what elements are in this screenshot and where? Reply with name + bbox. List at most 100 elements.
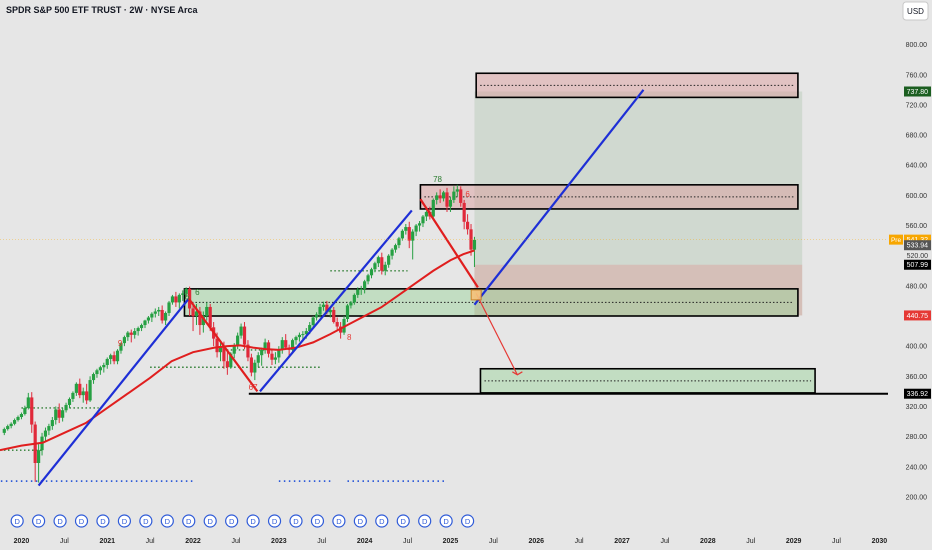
y-tick-label-6: 560.00 — [906, 223, 928, 230]
y-tick-label-0: 800.00 — [906, 42, 928, 49]
x-tick-label-16: 2028 — [700, 538, 716, 545]
dividend-marker-label: D — [465, 517, 471, 526]
candle-body-49 — [170, 296, 175, 303]
dividend-marker-20[interactable]: D — [439, 514, 453, 528]
dividend-marker-8[interactable]: D — [182, 514, 196, 528]
price-tag-bg-5 — [904, 310, 931, 321]
candle-body-96 — [332, 309, 336, 323]
dividend-marker-circle — [375, 514, 389, 528]
dividend-marker-circle — [96, 514, 110, 528]
dividend-marker-2[interactable]: D — [53, 514, 67, 528]
dividend-marker-15[interactable]: D — [332, 514, 346, 528]
price-tag-label-6: 336.92 — [907, 391, 929, 398]
candle-body-73 — [253, 362, 257, 373]
candle-body-44 — [153, 311, 157, 314]
candle-body-95 — [328, 309, 332, 313]
candle-body-80 — [277, 349, 281, 358]
dividend-marker-21[interactable]: D — [460, 514, 475, 528]
candle-body-101 — [349, 302, 353, 306]
dividend-marker-3[interactable]: D — [74, 514, 89, 528]
candle-body-27 — [95, 370, 99, 375]
candle-body-16 — [57, 409, 61, 418]
dividend-marker-14[interactable]: D — [310, 514, 325, 528]
candle-body-102 — [352, 294, 356, 303]
candle-body-112 — [387, 255, 391, 265]
candle-body-50 — [174, 296, 178, 303]
candle-body-5 — [19, 414, 24, 418]
candle-body-56 — [194, 311, 199, 316]
price-tag-bg-3 — [904, 250, 931, 261]
candle-body-113 — [390, 249, 394, 256]
y-tick-label-5: 600.00 — [906, 193, 928, 200]
dividend-marker-18[interactable]: D — [396, 514, 410, 528]
dividend-marker-13[interactable]: D — [289, 514, 303, 528]
dividend-marker-0[interactable]: D — [10, 514, 24, 528]
candle-body-70 — [242, 326, 247, 345]
candle-body-64 — [222, 346, 226, 362]
candle-body-82 — [284, 340, 288, 348]
candle-body-53 — [184, 288, 188, 294]
x-tick-label-13: Jul — [575, 538, 584, 545]
candle-body-25 — [88, 380, 92, 401]
candle-body-15 — [54, 409, 58, 421]
candle-body-133 — [459, 189, 463, 203]
candle-body-131 — [452, 191, 456, 200]
candle-body-71 — [246, 344, 250, 358]
moving-average-line — [0, 249, 475, 452]
dividend-marker-label: D — [57, 517, 63, 526]
price-tag-bg-0 — [904, 86, 931, 97]
x-tick-label-18: 2029 — [786, 538, 802, 545]
candle-body-121 — [417, 223, 422, 226]
price-tag-label-4: 507.99 — [907, 262, 929, 269]
candle-body-125 — [431, 199, 435, 217]
candle-body-21 — [74, 383, 78, 393]
candle-body-84 — [290, 340, 295, 350]
candle-body-39 — [136, 328, 140, 332]
price-tag-label-2: 533.94 — [907, 243, 929, 250]
x-tick-label-5: Jul — [231, 538, 240, 545]
candle-body-62 — [215, 338, 219, 353]
trend-line-0 — [37, 297, 190, 487]
candle-body-123 — [424, 211, 429, 217]
dividend-marker-16[interactable]: D — [353, 514, 367, 528]
dividend-marker-7[interactable]: D — [160, 514, 174, 528]
x-tick-label-8: 2024 — [357, 538, 373, 545]
dividend-marker-circle — [10, 514, 24, 528]
candle-body-19 — [67, 398, 72, 405]
candle-body-115 — [397, 238, 401, 246]
candle-body-129 — [445, 192, 449, 207]
y-axis[interactable]: 800.00 760.00 720.00 680.00 640.00 600.00 560.… — [888, 22, 932, 531]
x-tick-label-15: Jul — [660, 538, 669, 545]
dividend-marker-11[interactable]: D — [246, 514, 260, 528]
x-tick-label-14: 2027 — [614, 538, 630, 545]
trend-line-3 — [187, 298, 259, 393]
candle-body-87 — [301, 334, 305, 336]
currency-button[interactable] — [902, 1, 929, 21]
candle-body-6 — [23, 407, 27, 414]
dividend-marker-4[interactable]: D — [96, 514, 110, 528]
dividend-marker-5[interactable]: D — [117, 514, 132, 528]
dividend-marker-circle — [246, 514, 260, 528]
chart-title: SPDR S&P 500 ETF TRUST · 2W · NYSE Arca — [6, 5, 199, 15]
dividend-marker-label: D — [122, 517, 128, 526]
dividend-marker-19[interactable]: D — [418, 514, 432, 528]
dividend-marker-circle — [353, 514, 367, 528]
dividend-marker-9[interactable]: D — [203, 514, 217, 528]
dividend-marker-6[interactable]: D — [139, 514, 153, 528]
candle-body-72 — [249, 357, 253, 373]
annotation-label-6: 6 — [465, 190, 470, 199]
dividend-marker-12[interactable]: D — [267, 514, 282, 528]
y-tick-label-15: 200.00 — [906, 494, 928, 501]
candle-body-1 — [6, 426, 10, 430]
candle-body-3 — [12, 420, 17, 424]
dividend-marker-10[interactable]: D — [225, 514, 239, 528]
candle-body-122 — [421, 216, 425, 224]
x-tick-label-17: Jul — [746, 538, 755, 545]
entry-marker — [470, 289, 482, 301]
dividend-marker-17[interactable]: D — [375, 514, 389, 528]
dividend-marker-circle — [32, 514, 46, 528]
dividend-marker-1[interactable]: D — [32, 514, 46, 528]
